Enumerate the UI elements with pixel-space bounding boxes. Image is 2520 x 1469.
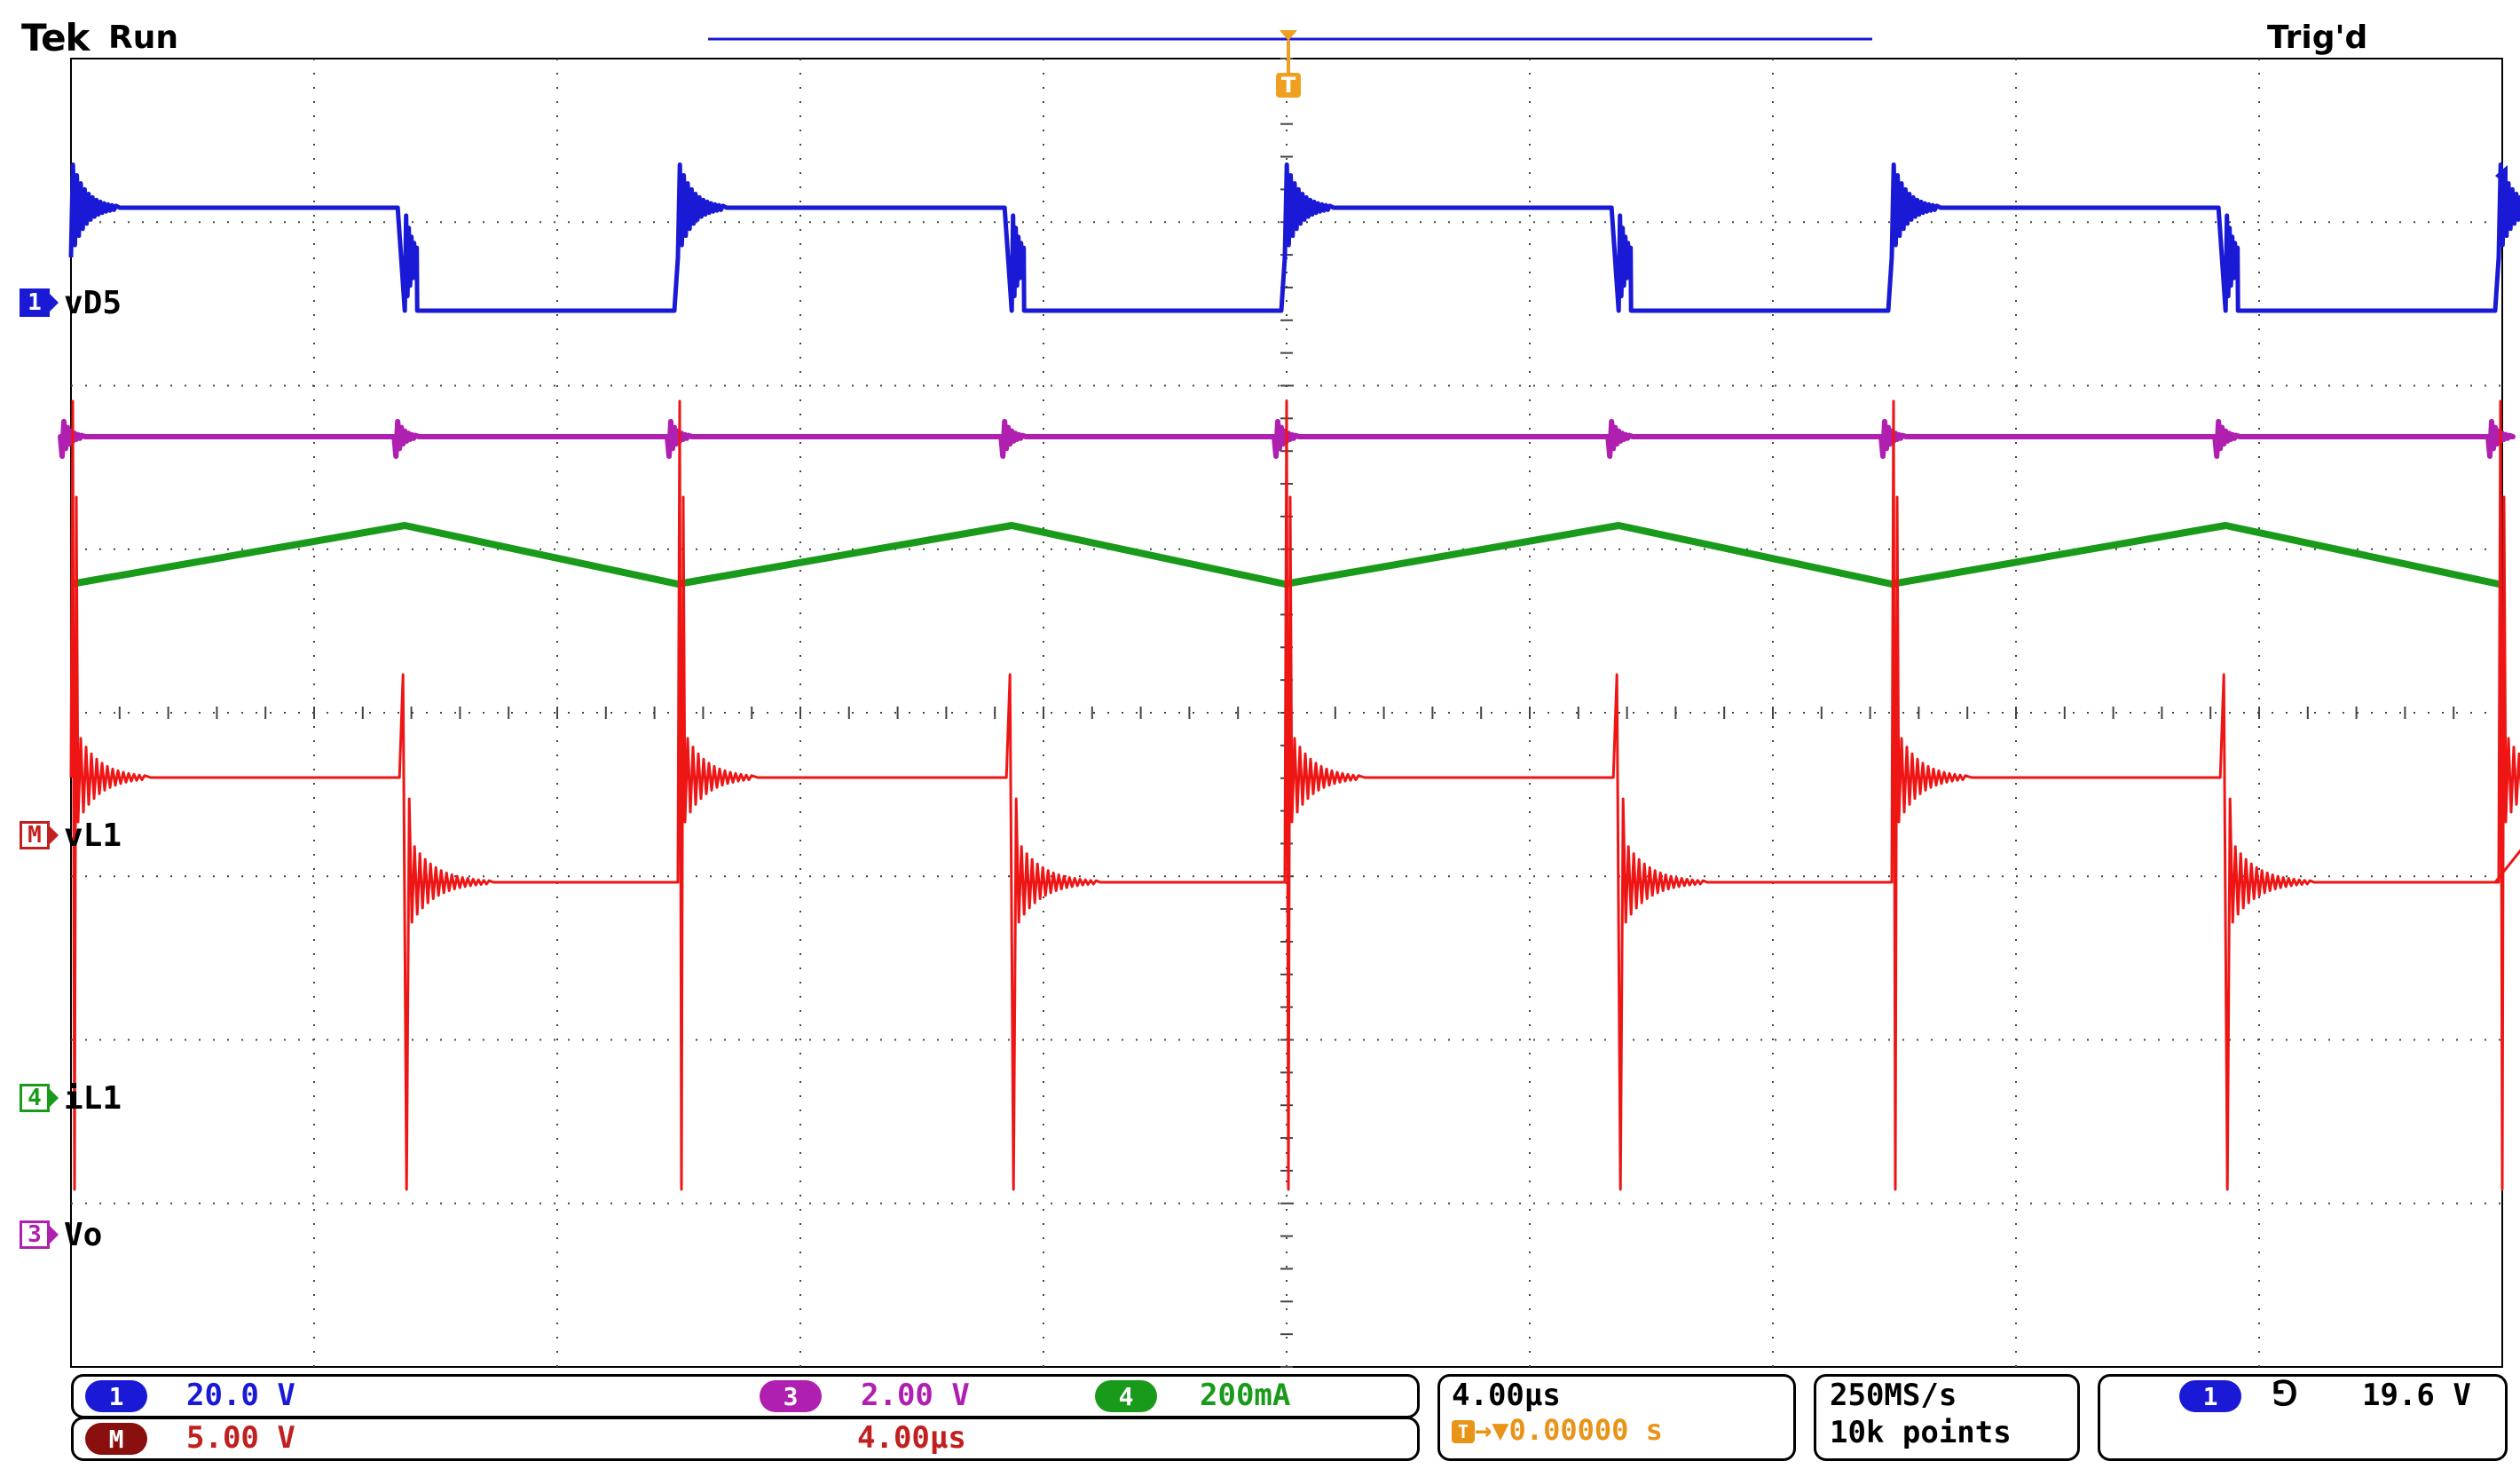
channel-4-badge: 4 — [20, 1084, 50, 1112]
sample-rate: 250MS/s — [1830, 1378, 1957, 1413]
math-time-value: 4.00µs — [857, 1420, 966, 1456]
channel-3-label: Vo — [64, 1216, 103, 1253]
channel-4-trace — [70, 522, 2502, 588]
channel-4-marker[interactable]: 4 iL1 — [20, 1079, 122, 1117]
trigger-source-badge: 1 — [2179, 1380, 2241, 1412]
trigger-level-value: 19.6 V — [2362, 1378, 2471, 1413]
brand-logo: Tek — [21, 16, 90, 59]
trigger-slope-icon: ⅁ — [2272, 1374, 2298, 1413]
channel-3-badge: 3 — [20, 1220, 50, 1249]
waveform-traces — [58, 162, 2520, 1191]
channel-3-arrow-icon — [48, 1224, 59, 1245]
trigger-status: Trig'd — [2267, 20, 2368, 56]
channel-4-scale-value: 200mA — [1200, 1378, 1291, 1413]
channel-3-scale-badge: 3 — [760, 1380, 822, 1412]
trigger-marker-letter: T — [1281, 73, 1296, 98]
trigger-position-readout: T →▼0.00000 s — [1452, 1413, 1663, 1447]
math-scale-badge: M — [85, 1423, 147, 1455]
channel-1-trace — [68, 162, 2520, 313]
math-trace — [69, 399, 2520, 1191]
acquisition-readout[interactable] — [1814, 1374, 2080, 1461]
channel-1-arrow-icon — [48, 292, 59, 313]
trigger-readout[interactable] — [2098, 1374, 2508, 1461]
channel-4-arrow-icon — [48, 1087, 59, 1109]
math-channel-marker[interactable]: M vL1 — [20, 817, 122, 854]
trigger-position-marker[interactable]: T — [1276, 30, 1301, 98]
channel-1-badge: 1 — [20, 288, 50, 317]
channel-4-label: iL1 — [64, 1079, 122, 1117]
math-scale-value: 5.00 V — [186, 1420, 295, 1456]
math-scale-readout[interactable] — [71, 1417, 1420, 1461]
channel-1-marker[interactable]: 1 vD5 — [20, 284, 122, 321]
math-channel-arrow-icon — [48, 825, 59, 846]
math-channel-label: vL1 — [64, 817, 122, 854]
timebase-readout[interactable] — [1437, 1374, 1796, 1461]
channel-3-scale-value: 2.00 V — [861, 1378, 970, 1413]
timebase-per-div: 4.00µs — [1452, 1378, 1561, 1413]
channel-4-scale-badge: 4 — [1095, 1380, 1157, 1412]
acquisition-status: Run — [108, 20, 178, 56]
channel-1-scale-badge: 1 — [85, 1380, 147, 1412]
trigger-position-value: ▼0.00000 s — [1492, 1413, 1663, 1447]
channel-3-marker[interactable]: 3 Vo — [20, 1216, 103, 1253]
record-length: 10k points — [1830, 1415, 2012, 1450]
trigger-level-arrow[interactable] — [2495, 165, 2508, 186]
trigger-arrow-icon: → — [1475, 1413, 1492, 1447]
channel-1-scale-value: 20.0 V — [186, 1378, 295, 1413]
trigger-position-icon: T — [1452, 1420, 1475, 1443]
channel-1-label: vD5 — [64, 284, 122, 321]
math-channel-badge: M — [20, 821, 50, 849]
